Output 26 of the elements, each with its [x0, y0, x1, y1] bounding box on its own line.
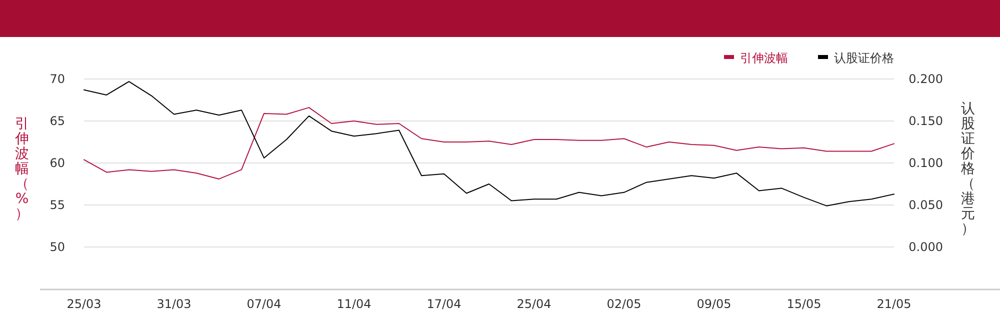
- text: 认股证价格（港元）: [961, 101, 975, 237]
- x-tick-label: 17/04: [426, 297, 462, 311]
- x-tick-label: 25/03: [66, 297, 102, 311]
- legend-label: 认股证价格: [834, 51, 894, 65]
- x-tick-label: 31/03: [156, 297, 192, 311]
- x-tick-label: 02/05: [606, 297, 642, 311]
- line-series: [84, 107, 894, 180]
- y-tick-label: 65: [50, 114, 65, 128]
- y2-tick-label: 0.000: [908, 240, 943, 254]
- legend-label: 引伸波幅: [740, 51, 788, 65]
- y2-tick-label: 0.100: [908, 156, 943, 170]
- x-tick-label: 11/04: [336, 297, 372, 311]
- y-tick-label: 60: [50, 156, 65, 170]
- x-tick-label: 15/05: [786, 297, 822, 311]
- x-tick-label: 07/04: [246, 297, 282, 311]
- y-tick-label: 50: [50, 240, 65, 254]
- y2-tick-label: 0.050: [908, 198, 943, 212]
- x-tick-label: 25/04: [516, 297, 552, 311]
- x-tick-label: 09/05: [696, 297, 732, 311]
- y-axis-title: 引伸波幅（%）: [14, 116, 29, 222]
- y-tick-label: 70: [50, 72, 65, 86]
- y2-tick-label: 0.200: [908, 72, 943, 86]
- line-series: [84, 81, 894, 206]
- y2-tick-label: 0.150: [908, 114, 943, 128]
- x-tick-label: 21/05: [876, 297, 912, 311]
- y-tick-label: 55: [50, 198, 65, 212]
